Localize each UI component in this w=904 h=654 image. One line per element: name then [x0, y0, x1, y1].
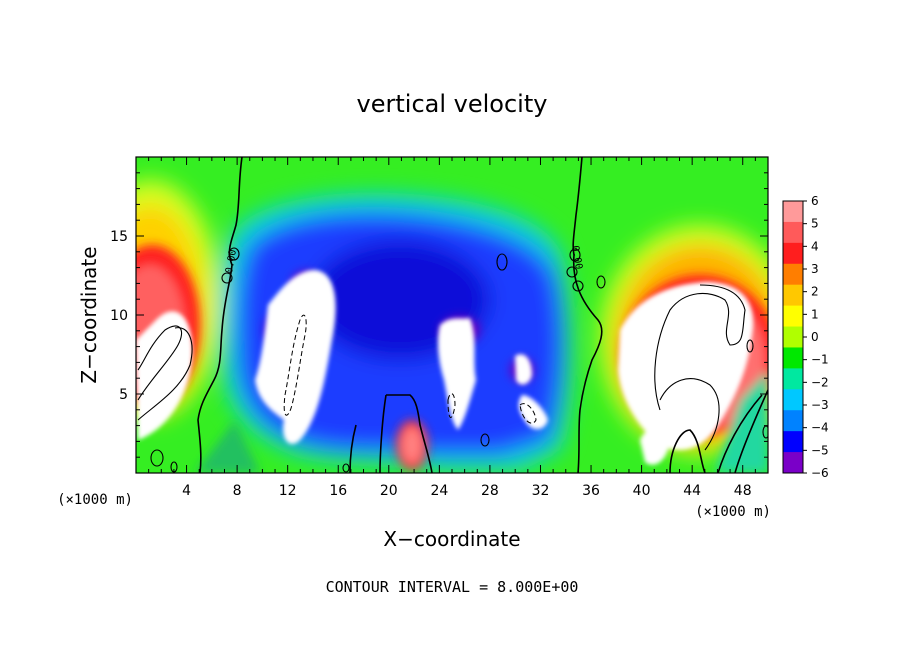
- x-axis: 4 8 12 16 20 24 28 32 36 40 44 48: [148, 157, 756, 499]
- y-axis-label: Z−coordinate: [77, 246, 101, 383]
- colorbar-label: 1: [811, 307, 819, 321]
- colorbar-swatch: [783, 284, 803, 307]
- x-tick-label: 36: [582, 483, 600, 499]
- colorbar-swatch: [783, 201, 803, 223]
- y-tick-label: 5: [119, 387, 128, 403]
- colorbar-label: −3: [811, 398, 829, 412]
- colorbar-label: −1: [811, 353, 829, 367]
- y-axis: 5 10 15: [110, 172, 768, 458]
- negative-contours: [283, 314, 537, 424]
- colorbar-swatch: [783, 242, 803, 265]
- colorbar-label: −5: [811, 443, 829, 457]
- x-tick-label: 16: [329, 483, 347, 499]
- colorbar-swatch: [783, 410, 803, 432]
- colorbar-label: −6: [811, 466, 829, 480]
- x-tick-label: 40: [633, 483, 651, 499]
- colorbar-label: 2: [811, 285, 819, 299]
- x-tick-label: 12: [279, 483, 297, 499]
- colorbar-swatch: [783, 326, 803, 348]
- colorbar: 6 5 4 3 2 1 0 −1 −2 −3 −4 −5 −6: [782, 194, 829, 480]
- colorbar-swatch: [783, 221, 803, 244]
- y-tick-label: 15: [110, 229, 128, 245]
- colorbar-swatch: [783, 263, 803, 286]
- contour-label: 0.00: [224, 249, 239, 275]
- small-contours: [137, 247, 768, 473]
- zero-contours: [197, 157, 768, 473]
- colorbar-label: 0: [811, 330, 819, 344]
- colorbar-label: −4: [811, 421, 829, 435]
- colorbar-swatch: [783, 452, 803, 474]
- colorbar-swatch: [783, 305, 803, 328]
- colorbar-label: 4: [811, 239, 819, 253]
- colorbar-swatch: [783, 431, 803, 453]
- x-axis-unit-right: (×1000 m): [695, 504, 771, 520]
- x-tick-label: 4: [182, 483, 191, 499]
- x-tick-label: 28: [481, 483, 499, 499]
- x-tick-label: 8: [233, 483, 242, 499]
- contour-interval-note: CONTOUR INTERVAL = 8.000E+00: [326, 578, 579, 596]
- colorbar-label: −2: [811, 375, 829, 389]
- colorbar-label: 6: [811, 194, 819, 208]
- x-tick-label: 24: [430, 483, 448, 499]
- colorbar-label: 3: [811, 262, 819, 276]
- plot-area: 0.00 0.00: [136, 157, 768, 473]
- colorbar-label: 5: [811, 217, 819, 231]
- x-tick-label: 20: [380, 483, 398, 499]
- x-tick-label: 32: [532, 483, 550, 499]
- colorbar-swatch: [783, 347, 803, 369]
- y-tick-label: 10: [110, 308, 128, 324]
- x-axis-label: X−coordinate: [383, 527, 520, 551]
- contour-label: 0.00: [569, 245, 584, 271]
- x-tick-label: 44: [683, 483, 701, 499]
- contour-labels: 0.00 0.00: [224, 245, 584, 275]
- colorbar-swatch: [783, 389, 803, 411]
- x-tick-label: 48: [734, 483, 752, 499]
- chart-title: vertical velocity: [357, 90, 548, 118]
- colorbar-swatch: [783, 368, 803, 390]
- x-axis-unit-left: (×1000 m): [57, 492, 133, 508]
